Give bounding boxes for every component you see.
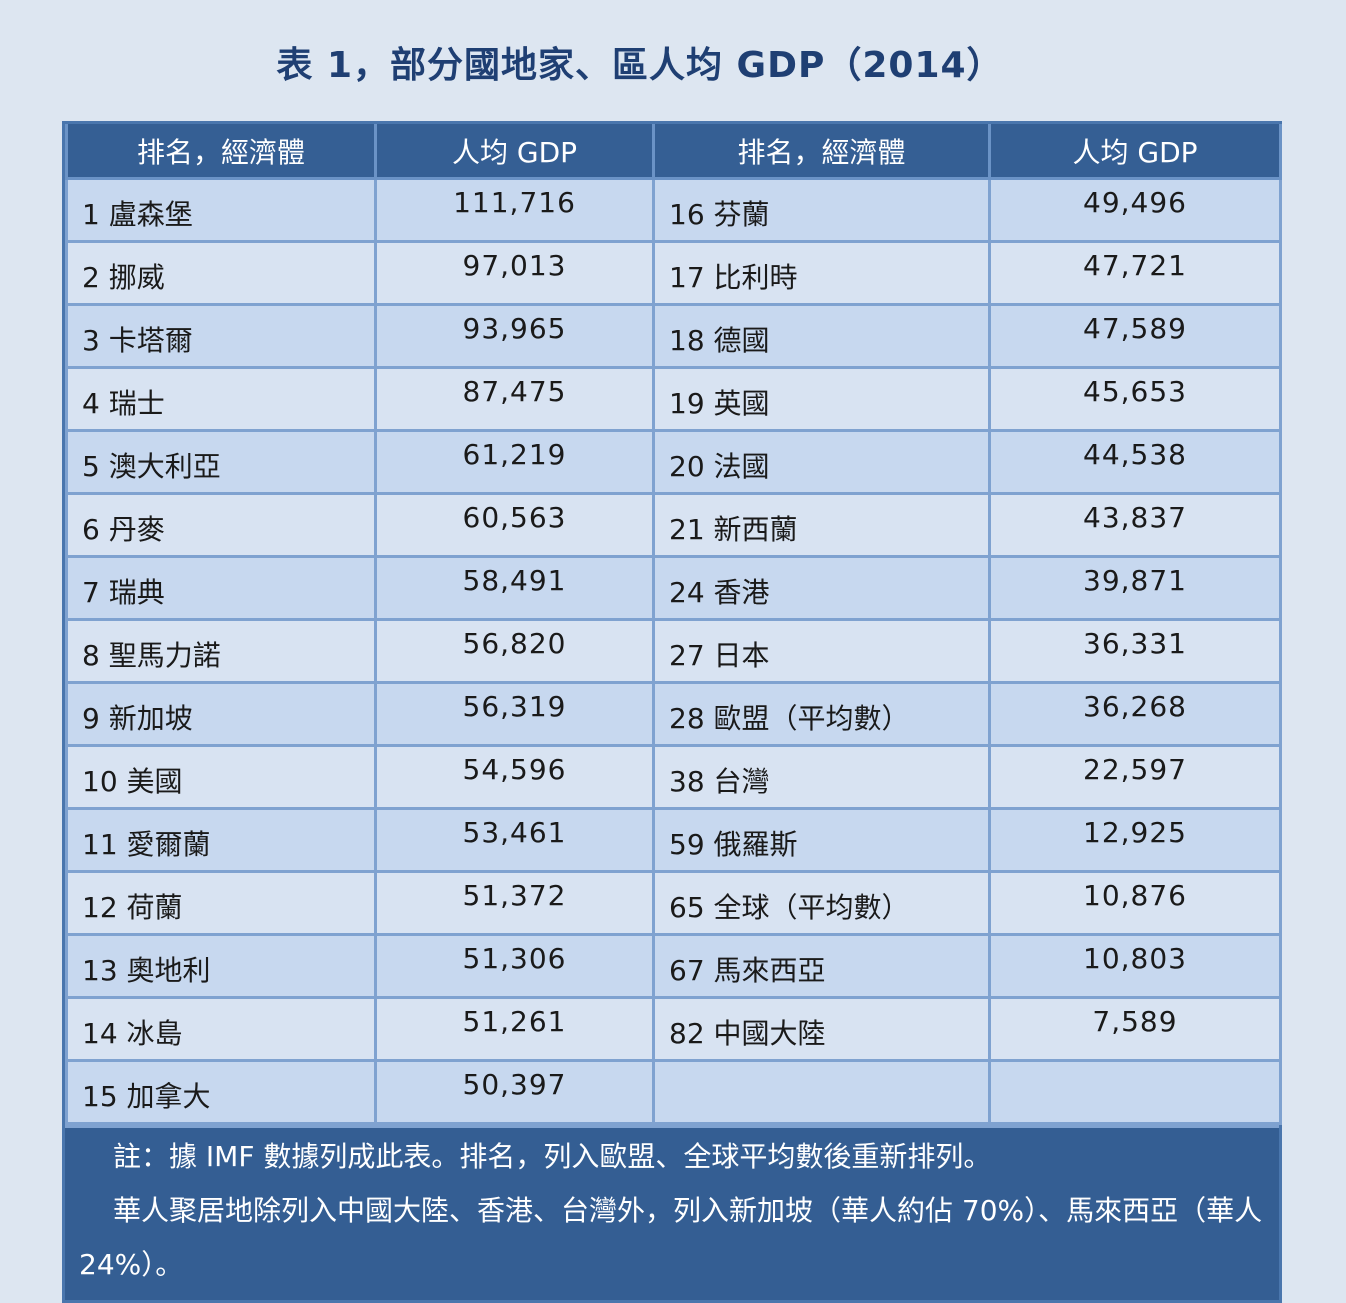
left-economy-cell: 13 奧地利 <box>65 933 377 999</box>
right-economy-cell: 38 台灣 <box>652 744 991 810</box>
right-economy-cell: 19 英國 <box>652 366 991 432</box>
table-row: 7 瑞典 58,491 24 香港 39,871 <box>65 555 1282 621</box>
table-row: 10 美國 54,596 38 台灣 22,597 <box>65 744 1282 810</box>
left-economy-cell: 11 愛爾蘭 <box>65 807 377 873</box>
right-gdp-cell: 47,721 <box>988 240 1282 306</box>
right-gdp-cell: 10,803 <box>988 933 1282 999</box>
right-gdp-cell: 7,589 <box>988 996 1282 1062</box>
left-economy-cell: 5 澳大利亞 <box>65 429 377 495</box>
left-economy-cell: 2 挪威 <box>65 240 377 306</box>
header-gdp-left: 人均 GDP <box>374 124 655 180</box>
right-gdp-cell: 43,837 <box>988 492 1282 558</box>
note-box: 註：據 IMF 數據列成此表。排名，列入歐盟、全球平均數後重新排列。 華人聚居地… <box>65 1125 1279 1300</box>
right-economy-cell: 21 新西蘭 <box>652 492 991 558</box>
left-gdp-cell: 56,319 <box>374 681 655 747</box>
left-economy-cell: 10 美國 <box>65 744 377 810</box>
header-rank-economy-left: 排名，經濟體 <box>65 124 377 180</box>
left-gdp-cell: 111,716 <box>374 177 655 243</box>
right-gdp-cell: 22,597 <box>988 744 1282 810</box>
right-economy-cell: 20 法國 <box>652 429 991 495</box>
right-gdp-cell: 12,925 <box>988 807 1282 873</box>
right-economy-cell: 28 歐盟（平均數） <box>652 681 991 747</box>
right-economy-cell <box>652 1059 991 1125</box>
table-row: 8 聖馬力諾 56,820 27 日本 36,331 <box>65 618 1282 684</box>
table-row: 13 奧地利 51,306 67 馬來西亞 10,803 <box>65 933 1282 999</box>
table-body: 1 盧森堡 111,716 16 芬蘭 49,496 2 挪威 97,013 17 比利時 4… <box>65 177 1282 1125</box>
page-title: 表 1，部分國地家、區人均 GDP（2014） <box>276 45 1004 86</box>
table-row: 15 加拿大 50,397 <box>65 1059 1282 1125</box>
left-gdp-cell: 61,219 <box>374 429 655 495</box>
left-gdp-cell: 97,013 <box>374 240 655 306</box>
gdp-table: 排名，經濟體 人均 GDP 排名，經濟體 人均 GDP 1 盧森堡 111,716… <box>65 124 1282 1125</box>
left-gdp-cell: 54,596 <box>374 744 655 810</box>
left-economy-cell: 4 瑞士 <box>65 366 377 432</box>
left-gdp-cell: 51,372 <box>374 870 655 936</box>
left-gdp-cell: 93,965 <box>374 303 655 369</box>
right-economy-cell: 82 中國大陸 <box>652 996 991 1062</box>
left-gdp-cell: 50,397 <box>374 1059 655 1125</box>
left-economy-cell: 9 新加坡 <box>65 681 377 747</box>
table-row: 11 愛爾蘭 53,461 59 俄羅斯 12,925 <box>65 807 1282 873</box>
left-gdp-cell: 51,306 <box>374 933 655 999</box>
note-line-1: 註：據 IMF 數據列成此表。排名，列入歐盟、全球平均數後重新排列。 <box>113 1140 992 1173</box>
right-economy-cell: 27 日本 <box>652 618 991 684</box>
right-economy-cell: 16 芬蘭 <box>652 177 991 243</box>
left-economy-cell: 3 卡塔爾 <box>65 303 377 369</box>
header-rank-economy-right: 排名，經濟體 <box>652 124 991 180</box>
right-gdp-cell: 49,496 <box>988 177 1282 243</box>
right-gdp-cell: 10,876 <box>988 870 1282 936</box>
gdp-table-container: 排名，經濟體 人均 GDP 排名，經濟體 人均 GDP 1 盧森堡 111,716… <box>62 121 1282 1303</box>
table-row: 2 挪威 97,013 17 比利時 47,721 <box>65 240 1282 306</box>
left-economy-cell: 14 冰島 <box>65 996 377 1062</box>
right-gdp-cell: 44,538 <box>988 429 1282 495</box>
table-row: 6 丹麥 60,563 21 新西蘭 43,837 <box>65 492 1282 558</box>
table-row: 5 澳大利亞 61,219 20 法國 44,538 <box>65 429 1282 495</box>
right-gdp-cell <box>988 1059 1282 1125</box>
right-gdp-cell: 36,331 <box>988 618 1282 684</box>
table-row: 9 新加坡 56,319 28 歐盟（平均數） 36,268 <box>65 681 1282 747</box>
right-economy-cell: 67 馬來西亞 <box>652 933 991 999</box>
left-gdp-cell: 51,261 <box>374 996 655 1062</box>
table-row: 3 卡塔爾 93,965 18 德國 47,589 <box>65 303 1282 369</box>
table-header-row: 排名，經濟體 人均 GDP 排名，經濟體 人均 GDP <box>65 124 1282 180</box>
note-line-2: 華人聚居地除列入中國大陸、香港、台灣外，列入新加坡（華人約佔 70%）、馬來西亞… <box>79 1194 1263 1281</box>
table-row: 1 盧森堡 111,716 16 芬蘭 49,496 <box>65 177 1282 243</box>
right-economy-cell: 24 香港 <box>652 555 991 621</box>
right-economy-cell: 18 德國 <box>652 303 991 369</box>
left-gdp-cell: 53,461 <box>374 807 655 873</box>
right-economy-cell: 17 比利時 <box>652 240 991 306</box>
left-gdp-cell: 56,820 <box>374 618 655 684</box>
left-economy-cell: 1 盧森堡 <box>65 177 377 243</box>
right-economy-cell: 59 俄羅斯 <box>652 807 991 873</box>
right-gdp-cell: 45,653 <box>988 366 1282 432</box>
right-gdp-cell: 39,871 <box>988 555 1282 621</box>
header-gdp-right: 人均 GDP <box>988 124 1282 180</box>
table-row: 4 瑞士 87,475 19 英國 45,653 <box>65 366 1282 432</box>
right-economy-cell: 65 全球（平均數） <box>652 870 991 936</box>
table-row: 14 冰島 51,261 82 中國大陸 7,589 <box>65 996 1282 1062</box>
left-gdp-cell: 87,475 <box>374 366 655 432</box>
left-gdp-cell: 60,563 <box>374 492 655 558</box>
left-economy-cell: 7 瑞典 <box>65 555 377 621</box>
right-gdp-cell: 47,589 <box>988 303 1282 369</box>
left-economy-cell: 15 加拿大 <box>65 1059 377 1125</box>
left-economy-cell: 6 丹麥 <box>65 492 377 558</box>
table-row: 12 荷蘭 51,372 65 全球（平均數） 10,876 <box>65 870 1282 936</box>
left-economy-cell: 12 荷蘭 <box>65 870 377 936</box>
right-gdp-cell: 36,268 <box>988 681 1282 747</box>
left-gdp-cell: 58,491 <box>374 555 655 621</box>
left-economy-cell: 8 聖馬力諾 <box>65 618 377 684</box>
